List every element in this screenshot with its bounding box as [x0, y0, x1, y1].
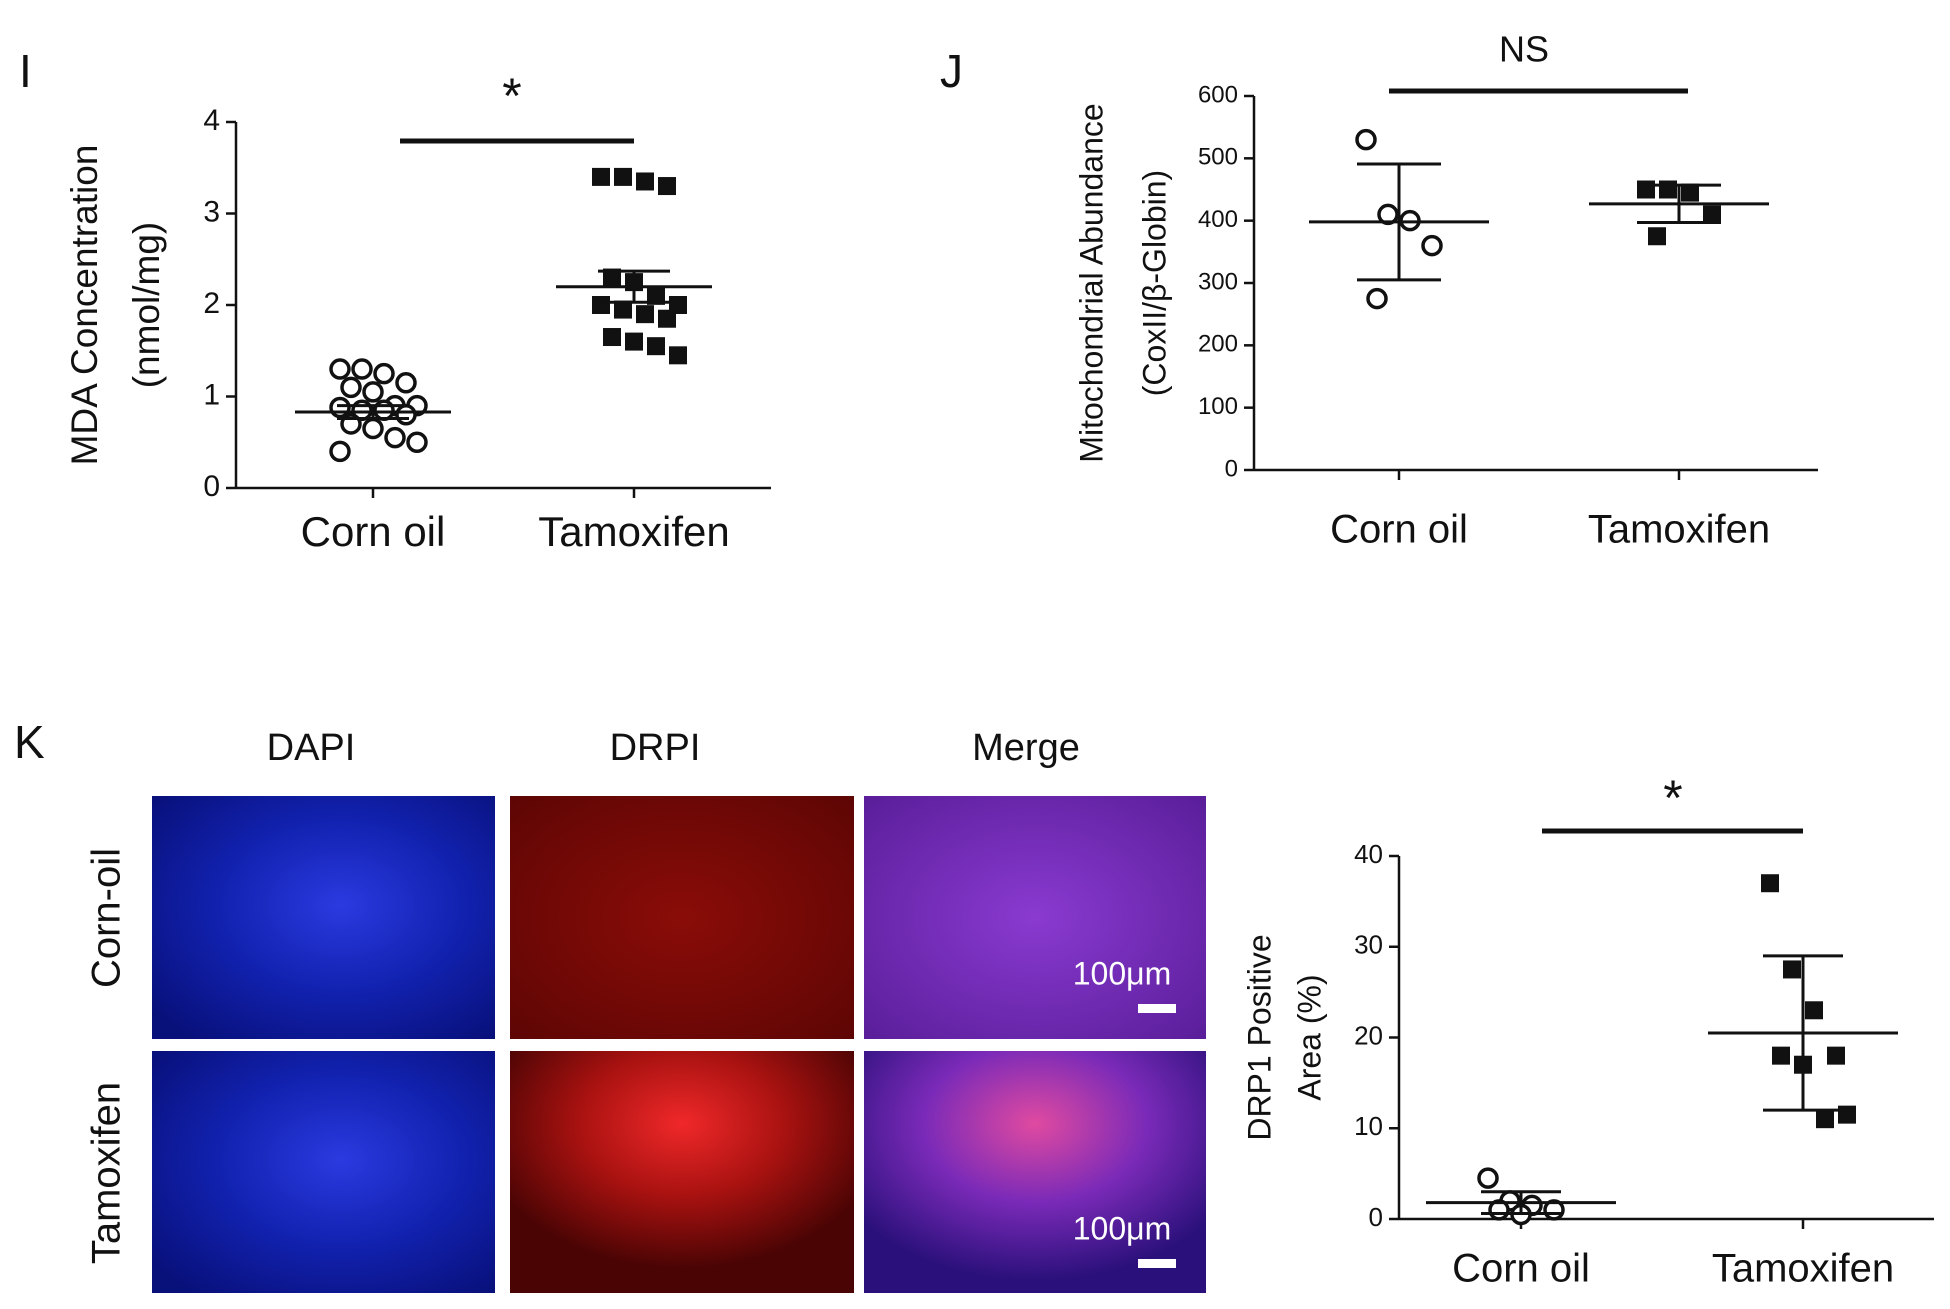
data-point — [647, 286, 665, 305]
data-point — [603, 328, 621, 347]
data-point — [614, 300, 632, 319]
data-point — [406, 431, 428, 453]
data-point — [1659, 180, 1677, 199]
micrograph — [864, 1051, 1206, 1293]
y-tick-label: 1 — [203, 378, 220, 411]
micrograph — [510, 1051, 854, 1293]
data-point — [1681, 183, 1699, 202]
data-point — [1816, 1110, 1834, 1129]
data-point — [1648, 227, 1666, 246]
data-point — [384, 426, 406, 449]
column-label: Merge — [972, 727, 1080, 769]
significance-label: * — [1663, 770, 1682, 826]
column-label: DAPI — [267, 727, 356, 769]
data-point — [373, 362, 395, 385]
y-tick-label: 400 — [1198, 206, 1238, 233]
data-point — [592, 296, 610, 314]
micrograph — [152, 1051, 495, 1293]
scale-bar-label: 100μm — [1073, 955, 1171, 991]
y-tick-label: 100 — [1198, 393, 1238, 420]
y-tick-label: 0 — [203, 470, 220, 503]
y-tick-label: 2 — [203, 287, 220, 320]
column-label: DRPI — [610, 727, 701, 769]
y-axis-label: Area (%) — [1291, 974, 1327, 1100]
y-axis-label: (nmol/mg) — [126, 222, 167, 389]
data-point — [636, 172, 654, 191]
data-point — [1827, 1046, 1845, 1065]
data-point — [329, 358, 351, 380]
data-point — [614, 167, 632, 186]
y-tick-label: 0 — [1225, 455, 1238, 482]
x-tick-label: Corn oil — [301, 508, 446, 555]
micrograph — [152, 796, 495, 1039]
data-point — [1838, 1105, 1856, 1124]
data-point — [1772, 1046, 1790, 1065]
data-point — [1366, 287, 1388, 310]
data-point — [1703, 205, 1721, 224]
x-tick-label: Corn oil — [1330, 508, 1468, 552]
y-tick-label: 600 — [1198, 81, 1238, 108]
panel-letter: I — [19, 45, 32, 97]
data-point — [669, 346, 687, 365]
significance-label: NS — [1499, 29, 1549, 70]
data-point — [395, 404, 417, 426]
data-point — [647, 337, 665, 356]
data-point — [603, 268, 621, 287]
y-tick-label: 20 — [1354, 1020, 1383, 1050]
micrograph — [864, 796, 1206, 1039]
y-tick-label: 30 — [1354, 930, 1383, 960]
y-tick-label: 200 — [1198, 331, 1238, 358]
scale-bar — [1138, 1259, 1176, 1268]
scale-bar — [1138, 1004, 1176, 1013]
x-tick-label: Tamoxifen — [1588, 508, 1770, 552]
y-axis-label: (CoxII/β-Globin) — [1136, 170, 1172, 396]
data-point — [395, 372, 417, 394]
y-axis-label: Mitochondrial Abundance — [1073, 103, 1109, 462]
data-point — [329, 396, 351, 419]
data-point — [351, 358, 373, 380]
row-label: Corn-oil — [85, 848, 129, 988]
data-point — [1805, 1001, 1823, 1020]
data-point — [373, 399, 395, 421]
y-tick-label: 0 — [1369, 1202, 1383, 1232]
y-tick-label: 500 — [1198, 144, 1238, 171]
y-tick-label: 300 — [1198, 268, 1238, 295]
x-tick-label: Tamoxifen — [538, 508, 729, 555]
micrograph — [510, 796, 854, 1039]
y-tick-label: 4 — [203, 104, 220, 137]
row-label: Tamoxifen — [85, 1082, 129, 1264]
significance-label: * — [502, 68, 521, 124]
data-point — [1761, 874, 1779, 893]
y-axis-label: MDA Concentration — [64, 145, 105, 466]
data-point — [362, 417, 384, 440]
y-tick-label: 10 — [1354, 1111, 1383, 1141]
data-point — [1377, 203, 1399, 226]
x-tick-label: Corn oil — [1452, 1247, 1590, 1291]
data-point — [1421, 234, 1443, 257]
panel-letter: J — [940, 45, 963, 97]
data-point — [592, 167, 610, 186]
data-point — [1477, 1167, 1499, 1189]
data-point — [658, 177, 676, 196]
y-axis-label: DRP1 Positive — [1241, 934, 1277, 1140]
y-tick-label: 3 — [203, 195, 220, 228]
x-tick-label: Tamoxifen — [1712, 1247, 1894, 1291]
data-point — [340, 376, 362, 399]
data-point — [625, 332, 643, 351]
data-point — [329, 440, 351, 463]
data-point — [636, 305, 654, 324]
data-point — [362, 381, 384, 403]
panel-letter: K — [14, 716, 45, 768]
data-point — [658, 309, 676, 328]
data-point — [1783, 960, 1801, 979]
data-point — [1355, 128, 1377, 151]
data-point — [1637, 180, 1655, 199]
y-tick-label: 40 — [1354, 839, 1383, 869]
scale-bar-label: 100μm — [1073, 1210, 1171, 1246]
data-point — [669, 296, 687, 314]
